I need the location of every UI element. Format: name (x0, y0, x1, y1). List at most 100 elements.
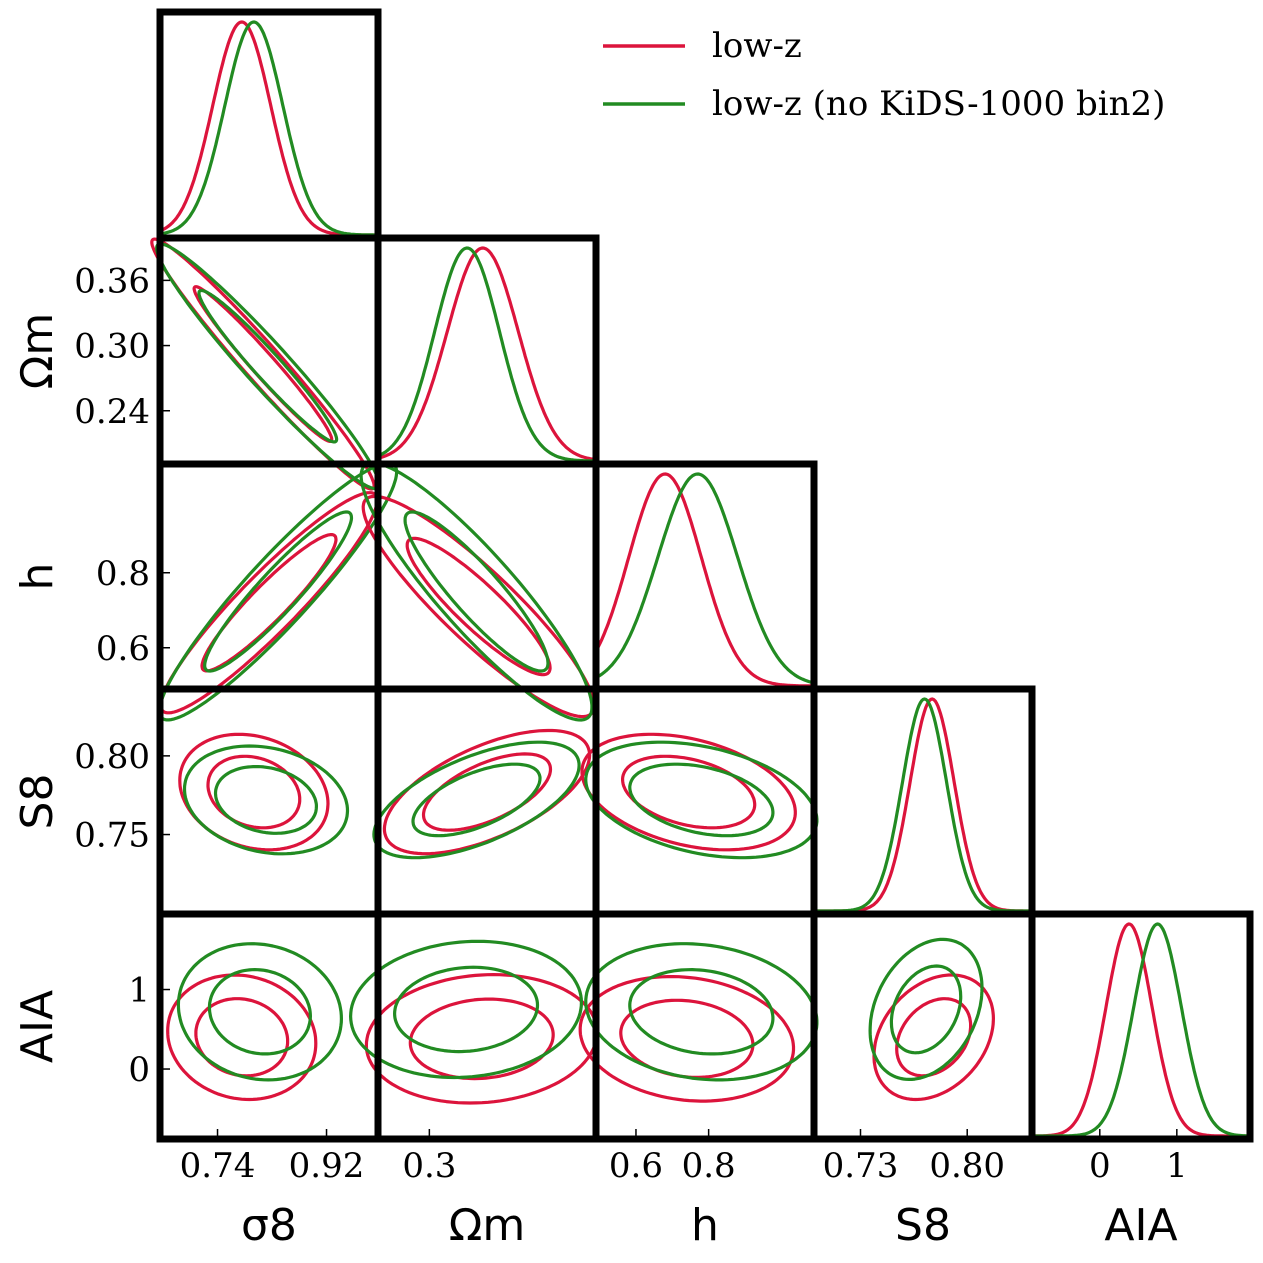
panel-frame-h-h (592, 460, 818, 693)
marginal-S8 (813, 697, 1033, 913)
contour-level-68 (393, 965, 540, 1054)
contour-level-68 (421, 752, 553, 832)
ytick-label-A_IA: 1 (128, 971, 150, 1011)
contour-level-68 (628, 968, 775, 1056)
contour-level-95 (176, 942, 343, 1082)
xtick-label-A_IA: 0 (1089, 1146, 1111, 1186)
contour-sigma8-Omega_m-s1 (155, 242, 381, 491)
contour-level-95 (182, 744, 350, 856)
marginal-sigma8 (159, 20, 379, 237)
panels: 0.240.300.36Ωm0.60.8h0.750.80S801AIA0.74… (12, 8, 1254, 1251)
ytick-label-h: 0.8 (96, 554, 150, 594)
contour-level-68 (207, 968, 312, 1056)
contour-level-68 (621, 754, 757, 830)
contour-sigma8-A_IA-s1 (176, 942, 343, 1082)
marginal-curve-h-s1 (595, 472, 815, 685)
contour-level-95 (178, 732, 330, 852)
panel-frame-Omega_m-h (374, 460, 600, 693)
contour-level-68 (619, 998, 755, 1079)
contour-level-68 (403, 510, 550, 673)
xtick-label-Omega_m: 0.3 (402, 1146, 456, 1186)
marginal-curve-S8-s1 (813, 697, 1033, 913)
xlabel-A_IA: AIA (1104, 1200, 1177, 1251)
contour-level-95 (155, 242, 381, 491)
contour-h-S8-s0 (580, 732, 797, 852)
xtick-label-h: 0.6 (609, 1146, 663, 1186)
marginal-A_IA (1031, 922, 1251, 1138)
contour-sigma8-Omega_m-s0 (150, 237, 376, 491)
contour-level-95 (872, 973, 995, 1102)
ylabel-A_IA: AIA (12, 990, 63, 1063)
marginal-Omega_m (377, 246, 597, 463)
contour-level-68 (628, 762, 775, 838)
contour-level-95 (584, 942, 819, 1082)
xlabel-Omega_m: Ωm (449, 1200, 525, 1251)
contour-level-95 (159, 491, 379, 715)
ytick-label-A_IA: 0 (128, 1050, 150, 1090)
contour-level-95 (580, 732, 797, 852)
ytick-label-Omega_m: 0.24 (74, 392, 150, 432)
panel-frame-h-A_IA (592, 910, 818, 1143)
contour-sigma8-A_IA-s0 (166, 973, 318, 1102)
contour-level-95 (868, 937, 984, 1081)
contour-level-95 (361, 494, 596, 719)
ylabel-S8: S8 (12, 774, 63, 830)
xlabel-h: h (691, 1200, 719, 1251)
contour-Omega_m-A_IA-s0 (364, 973, 599, 1105)
panel-frame-Omega_m-S8 (374, 685, 600, 918)
panel-frame-h-S8 (592, 685, 818, 918)
ytick-label-Omega_m: 0.30 (74, 327, 150, 367)
panel-frame-sigma8-A_IA (156, 910, 382, 1143)
ytick-label-S8: 0.80 (74, 737, 150, 777)
contour-S8-A_IA-s0 (872, 973, 995, 1102)
contour-Omega_m-S8-s0 (382, 728, 592, 856)
marginal-h (594, 472, 815, 688)
contour-level-68 (213, 765, 318, 835)
contour-level-68 (192, 285, 334, 443)
legend-label-no-bin2: low-z (no KiDS-1000 bin2) (712, 84, 1165, 124)
contour-level-95 (150, 237, 376, 491)
contour-level-95 (382, 728, 592, 856)
contour-Omega_m-h-s0 (361, 494, 596, 719)
ylabel-h: h (12, 563, 63, 591)
contour-sigma8-h-s1 (158, 461, 399, 722)
marginal-curve-A_IA-s0 (1031, 922, 1251, 1138)
ytick-label-Omega_m: 0.36 (74, 261, 150, 301)
panel-frame-Omega_m-Omega_m (374, 234, 600, 468)
marginal-curve-h-s0 (594, 472, 815, 688)
xtick-label-S8: 0.73 (823, 1146, 899, 1186)
contour-level-68 (197, 288, 339, 444)
contour-level-95 (166, 973, 318, 1102)
xtick-label-S8: 0.80 (929, 1146, 1005, 1186)
xtick-label-sigma8: 0.92 (289, 1146, 365, 1186)
contour-level-68 (203, 510, 354, 673)
legend-label-low-z: low-z (712, 26, 802, 66)
contour-sigma8-S8-s1 (182, 744, 350, 856)
contour-level-95 (158, 461, 399, 722)
panel-frame-sigma8-Omega_m (156, 234, 382, 468)
contour-sigma8-S8-s0 (178, 732, 330, 852)
contour-level-68 (408, 997, 555, 1081)
marginal-curve-sigma8-s1 (159, 20, 379, 237)
ytick-label-h: 0.6 (96, 629, 150, 669)
xlabel-S8: S8 (895, 1200, 951, 1251)
ylabel-Omega_m: Ωm (12, 313, 63, 389)
contour-level-68 (889, 964, 963, 1055)
contour-Omega_m-S8-s1 (372, 740, 581, 860)
panel-frame-Omega_m-A_IA (374, 910, 600, 1143)
contour-level-95 (372, 740, 581, 860)
marginal-curve-S8-s0 (813, 697, 1033, 913)
legend: low-z low-z (no KiDS-1000 bin2) (603, 26, 1165, 124)
contour-level-95 (364, 973, 599, 1105)
contour-level-95 (584, 740, 819, 860)
contour-h-S8-s1 (584, 740, 819, 860)
xlabel-sigma8: σ8 (241, 1200, 297, 1251)
panel-frame-A_IA-A_IA (1028, 910, 1254, 1143)
ytick-label-S8: 0.75 (74, 816, 150, 856)
contour-S8-A_IA-s1 (868, 937, 984, 1081)
marginal-curve-Omega_m-s0 (377, 246, 597, 462)
marginal-curve-Omega_m-s1 (377, 246, 597, 463)
xtick-label-sigma8: 0.74 (180, 1146, 256, 1186)
contour-sigma8-h-s0 (159, 491, 379, 715)
